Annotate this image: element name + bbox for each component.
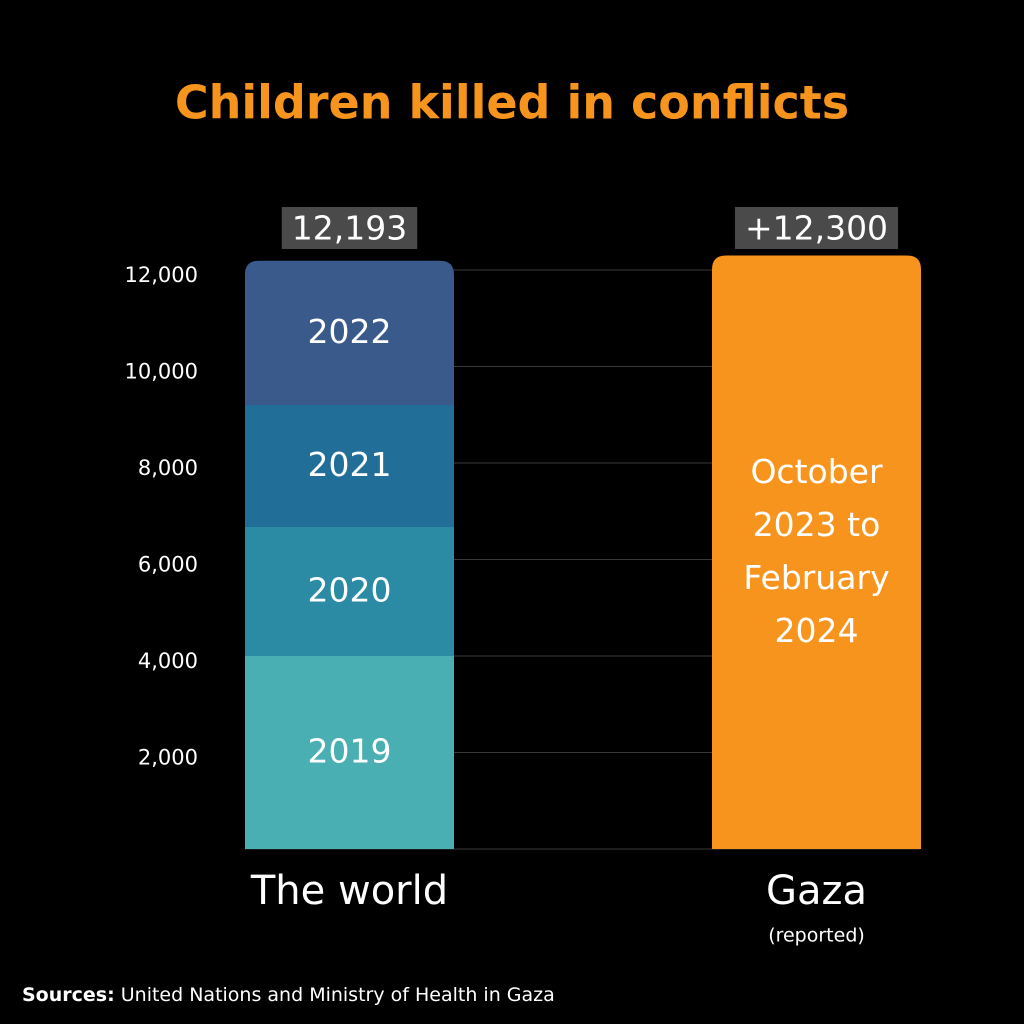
segment-label: 2020 (308, 570, 392, 609)
y-tick-label: 6,000 (138, 553, 198, 577)
source-text: United Nations and Ministry of Health in… (121, 984, 555, 1006)
segment-label: 2022 (308, 311, 392, 350)
segment-label: 2019 (308, 731, 392, 770)
source: Sources: United Nations and Ministry of … (22, 984, 555, 1006)
chart-title: Children killed in conflicts (175, 76, 849, 130)
y-tick-label: 2,000 (138, 746, 198, 770)
segment-label-line: 2022 (308, 311, 392, 350)
total-label-bg (281, 207, 418, 249)
segment-label-line: 2019 (308, 731, 392, 770)
bar-segment (245, 260, 454, 406)
segment-label: October 2023 to February 2024 (743, 451, 889, 649)
plot: 2019 2020 2021 2022 12,193 The world October 20… (245, 207, 921, 947)
y-tick-label: 8,000 (138, 456, 198, 480)
y-tick-label: 12,000 (125, 263, 198, 287)
total-label-bg (734, 207, 899, 249)
bar-segment (712, 255, 921, 849)
category-note: (reported) (768, 925, 865, 947)
x-tick-label: Gaza (766, 868, 867, 914)
x-tick-label: The world (250, 868, 448, 914)
segment-label-line: 2020 (308, 570, 392, 609)
bar-segment (245, 656, 454, 849)
y-tick-label: 4,000 (138, 649, 198, 673)
bar-segment (245, 526, 454, 656)
y-tick-label: 10,000 (125, 360, 198, 384)
segment-label-line: 2024 (775, 610, 859, 649)
segment-label-line: October (750, 451, 882, 490)
total-label: 12,193 (292, 209, 407, 248)
total-label: +12,300 (745, 209, 888, 248)
bar-segment (245, 405, 454, 527)
segment-label: 2021 (308, 444, 392, 483)
source-label: Sources: (22, 984, 115, 1006)
segment-label-line: February (743, 557, 889, 596)
segment-label-line: 2021 (308, 444, 392, 483)
segment-label-line: 2023 to (753, 504, 881, 543)
